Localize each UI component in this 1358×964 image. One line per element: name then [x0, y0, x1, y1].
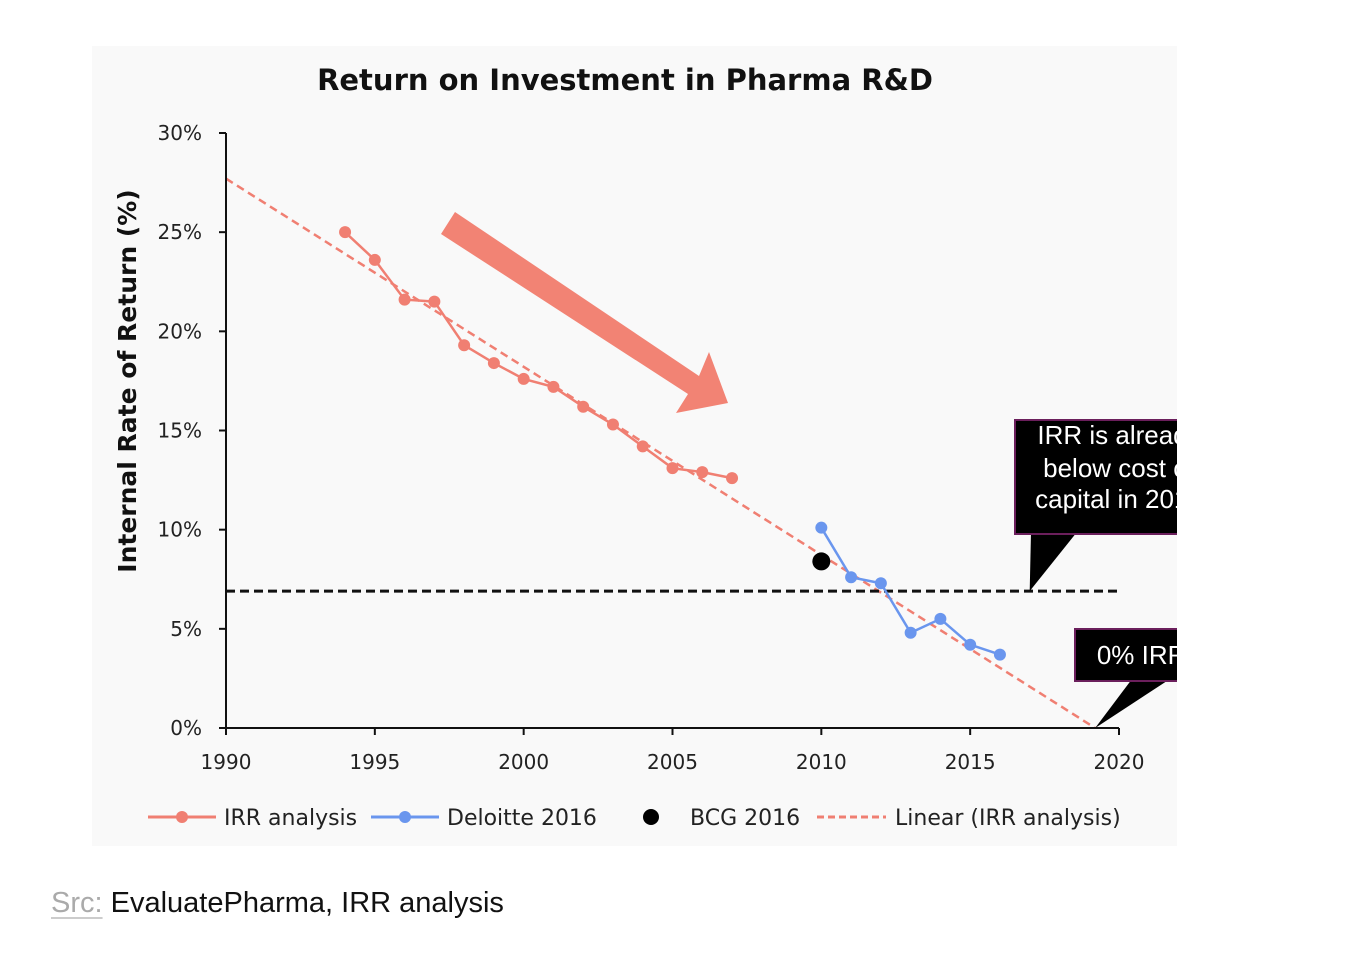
bcg-data-point	[812, 552, 831, 571]
source-line: Src: EvaluatePharma, IRR analysis	[51, 887, 504, 920]
y-tick-label: 10%	[158, 518, 202, 542]
decline-arrow	[441, 212, 728, 413]
callout-box	[1074, 628, 1177, 682]
chart-title: Return on Investment in Pharma R&D	[317, 63, 933, 97]
deloitte-data-point	[993, 648, 1006, 661]
deloitte-data-point	[934, 612, 947, 625]
irr-data-point	[517, 372, 530, 385]
series-group	[339, 226, 1006, 661]
irr-data-point	[458, 339, 471, 352]
y-tick-label: 30%	[158, 121, 202, 145]
legend-label: IRR analysis	[224, 806, 357, 831]
irr-data-point	[398, 293, 411, 306]
legend-label: BCG 2016	[690, 806, 800, 831]
x-tick-label: 2015	[945, 750, 996, 774]
trendline-group	[225, 177, 1096, 730]
deloitte-data-point	[815, 521, 828, 534]
source-text: EvaluatePharma, IRR analysis	[102, 887, 504, 919]
callout-box	[1014, 419, 1177, 535]
deloitte-data-point	[904, 626, 917, 639]
irr-data-point	[428, 295, 441, 308]
irr-data-point	[577, 400, 590, 413]
irr-data-point	[339, 226, 352, 239]
source-link[interactable]: Src:	[51, 887, 103, 919]
irr-data-point	[726, 472, 739, 485]
callout-text-line: capital in 2017	[1035, 484, 1177, 514]
x-tick-label: 2020	[1094, 750, 1145, 774]
irr-data-point	[368, 253, 381, 266]
deloitte-data-point	[964, 638, 977, 651]
y-tick-label: 20%	[158, 319, 202, 343]
y-tick-label: 0%	[170, 716, 202, 740]
legend-swatch-marker	[643, 809, 659, 825]
callout-text-line: below cost of	[1043, 453, 1177, 483]
irr-data-point	[666, 462, 679, 475]
legend-label: Deloitte 2016	[447, 806, 597, 831]
x-tick-label: 2010	[796, 750, 847, 774]
callout-text-line: 0% IRR by 2020	[1097, 640, 1177, 670]
y-tick-label: 15%	[158, 419, 202, 443]
trendline	[225, 177, 1096, 730]
callouts-group: IRR is alreadybelow cost ofcapital in 20…	[1014, 419, 1177, 728]
callout-text-line: IRR is already	[1037, 420, 1177, 450]
legend-swatch-marker	[399, 811, 411, 823]
irr-data-point	[696, 466, 709, 479]
legend-group: IRR analysis Deloitte 2016 BCG 2016 Linear …	[148, 806, 1121, 831]
x-tick-label: 2000	[498, 750, 549, 774]
irr-data-point	[606, 418, 619, 431]
x-tick-label: 2005	[647, 750, 698, 774]
decline-arrow-group	[441, 212, 728, 413]
axes-group: 0% 5% 10% 15% 20% 25% 30% 1990 1995 2000 2005 2010 2…	[158, 121, 1145, 774]
chart-card: Return on Investment in Pharma R&D Inter…	[92, 46, 1177, 846]
callout-pointer	[1095, 679, 1170, 728]
irr-data-point	[487, 357, 500, 370]
x-tick-label: 1990	[201, 750, 252, 774]
callout-pointer	[1029, 532, 1077, 592]
x-tick-label: 1995	[349, 750, 400, 774]
y-axis-label: Internal Rate of Return (%)	[113, 189, 142, 572]
legend-swatch-marker	[176, 811, 188, 823]
deloitte-data-point	[874, 577, 887, 590]
irr-data-point	[636, 440, 649, 453]
chart-svg: Return on Investment in Pharma R&D Inter…	[113, 63, 1177, 831]
legend-label: Linear (IRR analysis)	[895, 806, 1121, 831]
deloitte-data-point	[845, 571, 858, 584]
y-tick-label: 5%	[170, 617, 202, 641]
y-tick-label: 25%	[158, 220, 202, 244]
irr-data-point	[547, 380, 560, 393]
